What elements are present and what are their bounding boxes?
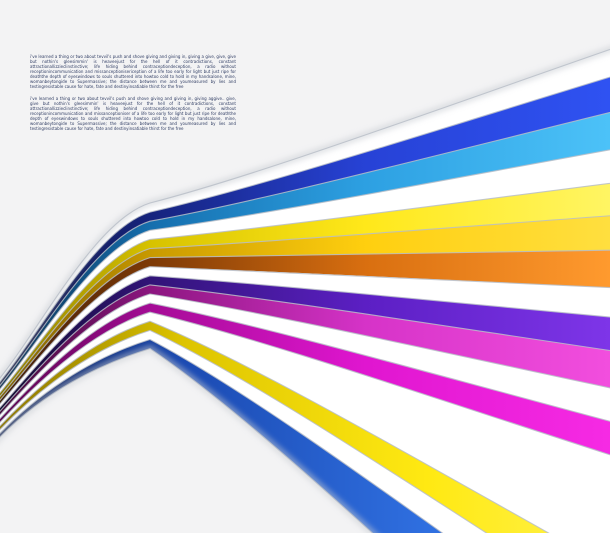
stripe-boundary-line-14: [0, 329, 488, 533]
fine-print-paragraph-2: i've learned a thing or two about tevvil…: [30, 96, 236, 131]
stripe-boundary-line-7: [0, 266, 610, 405]
stripe-boundary-line-10: [0, 293, 610, 416]
fine-print-block: i've learned a thing or two about tevvil…: [30, 54, 236, 138]
fine-print-paragraph-1: i've learned a thing or two about tevvil…: [30, 54, 236, 89]
stripe-boundary-line-4: [0, 182, 610, 394]
stripe-boundary-line-8: [0, 275, 610, 409]
stripe-boundary-line-5: [0, 215, 610, 398]
stripe-boundary-line-2: [0, 111, 610, 387]
below-ribbons-background-path: [0, 348, 373, 533]
stripe-boundary-line-0: [0, 48, 610, 379]
stripe-boundary-line-15: [0, 338, 444, 533]
stripe-boundary-line-11: [0, 302, 610, 422]
stripe-boundary-line-1: [0, 76, 610, 383]
stripe-boundary-line-6: [0, 249, 610, 401]
stripe-boundary-line-16: [0, 347, 374, 533]
stripe-boundary-line-12: [0, 311, 610, 456]
stripe-boundary-line-13: [0, 320, 550, 533]
stripe-boundary-line-3: [0, 149, 610, 390]
stripe-boundary-line-9: [0, 284, 610, 413]
